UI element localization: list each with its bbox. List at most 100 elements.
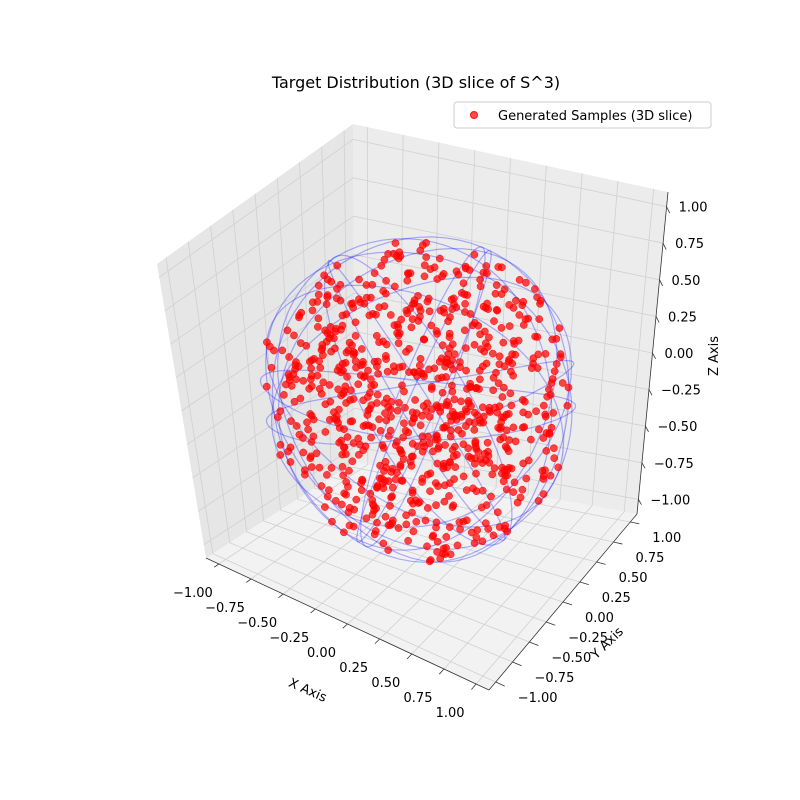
scatter-point: [445, 329, 454, 338]
scatter-point: [354, 450, 363, 459]
scatter-point: [550, 454, 559, 462]
scatter-point: [434, 482, 442, 490]
scatter-point: [390, 321, 399, 330]
scatter-point: [450, 395, 459, 404]
scatter-point: [372, 331, 381, 340]
grid-line-x: [218, 127, 369, 565]
scatter-point: [508, 350, 517, 359]
scatter-point: [416, 354, 425, 363]
x-tick: [342, 623, 348, 629]
scatter-point: [366, 489, 375, 498]
scatter-point: [484, 451, 493, 460]
scatter-point: [276, 407, 285, 416]
scatter-point: [472, 469, 480, 478]
scatter-point: [352, 495, 361, 504]
scatter-point: [308, 306, 317, 315]
y-tick-label: 0.00: [585, 611, 614, 626]
x-tick: [213, 563, 220, 568]
x-tick: [310, 608, 316, 614]
scatter-point: [519, 297, 528, 306]
scatter-point: [471, 442, 480, 451]
scatter-point: [489, 531, 498, 540]
scatter-point: [356, 298, 365, 307]
scatter-point: [470, 340, 479, 349]
scatter-points: [262, 239, 573, 566]
axis-lines: [205, 191, 671, 691]
scatter-point: [554, 463, 563, 472]
y-tick: [613, 541, 623, 545]
x-tick: [278, 593, 284, 599]
y-tick-label: 1.00: [652, 531, 681, 546]
scatter-point: [314, 323, 322, 331]
scatter-point: [408, 486, 417, 495]
scatter-point: [471, 319, 479, 327]
scatter-point: [368, 423, 377, 432]
scatter-point: [550, 367, 559, 376]
scatter-point: [522, 474, 531, 483]
scatter-point: [344, 508, 353, 517]
scatter-point: [342, 490, 350, 499]
scatter-point: [509, 423, 518, 432]
scatter-point: [414, 367, 423, 376]
scatter-point: [500, 285, 509, 294]
grid-line-x: [411, 173, 583, 655]
scatter-point: [505, 322, 514, 330]
scatter-point: [339, 389, 348, 398]
scatter-point: [490, 317, 498, 325]
scatter-point: [478, 537, 487, 546]
scatter-point: [449, 501, 458, 510]
scatter-point: [505, 301, 514, 309]
scatter-point: [479, 412, 488, 421]
scatter-point: [287, 417, 295, 425]
scatter-point: [509, 488, 518, 496]
scatter-point: [314, 281, 323, 290]
scatter-point: [409, 499, 417, 508]
grid-line-x: [379, 165, 547, 640]
grid-line-z: [158, 138, 667, 278]
scatter-point: [500, 383, 508, 392]
scatter-point: [317, 482, 326, 490]
scatter-point: [497, 324, 506, 332]
scatter-point: [307, 375, 315, 384]
scatter-point: [402, 348, 410, 356]
scatter-point: [472, 487, 481, 496]
scatter-point: [323, 471, 331, 479]
grid-line-y: [187, 241, 513, 663]
scatter-point: [337, 325, 345, 334]
scatter-point: [427, 321, 436, 330]
scatter-point: [407, 462, 416, 470]
y-tick: [562, 601, 573, 606]
scatter-point: [539, 401, 548, 410]
scatter-point: [489, 386, 498, 395]
scatter-point: [337, 500, 346, 509]
scatter-point: [321, 400, 330, 409]
scatter-point: [498, 393, 507, 401]
scatter-point: [359, 422, 368, 430]
scatter-point: [394, 339, 403, 348]
scatter-point: [478, 362, 487, 371]
sphere-great-circle: [277, 238, 553, 563]
scatter-point: [539, 490, 548, 498]
scatter-point: [542, 447, 551, 455]
y-tick: [579, 581, 589, 586]
scatter-point: [440, 497, 449, 506]
scatter-point: [404, 536, 412, 545]
grid-line-x: [475, 188, 655, 685]
scatter-point: [379, 443, 388, 452]
grid-line-y: [165, 257, 496, 683]
scatter-point: [435, 357, 444, 366]
scatter-point: [276, 440, 285, 449]
z-tick: [662, 243, 667, 250]
scatter-point: [342, 478, 351, 486]
scatter-point: [320, 271, 328, 280]
scatter-point: [325, 381, 334, 389]
scatter-point: [423, 504, 432, 512]
scatter-point: [442, 422, 450, 430]
scatter-point: [497, 418, 505, 426]
scatter-point: [529, 354, 538, 363]
scatter-point: [420, 261, 429, 270]
scatter-point: [345, 466, 353, 475]
scatter-point: [339, 471, 348, 480]
scatter-point: [527, 435, 535, 444]
scatter-point: [418, 411, 426, 420]
